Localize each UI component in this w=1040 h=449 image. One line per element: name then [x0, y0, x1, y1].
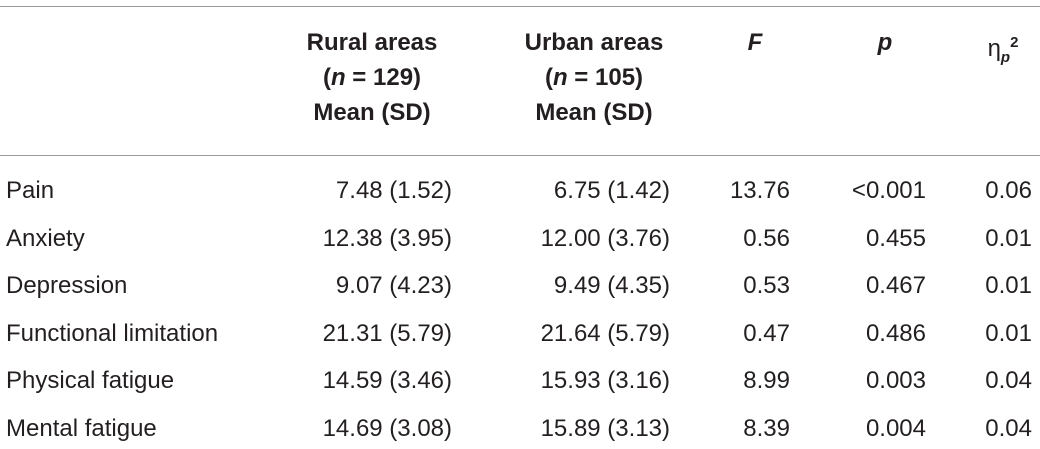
row-label: Mental fatigue [6, 414, 157, 442]
header-eta-base: η [987, 35, 1001, 62]
cell-urban: 15.89 (3.13) [540, 414, 670, 442]
cell-eta: 0.04 [985, 414, 1032, 442]
header-rural-line1: Rural areas [306, 29, 438, 56]
header-rural-n: (n = 129) [262, 60, 482, 95]
top-rule [0, 6, 1040, 7]
cell-eta: 0.04 [985, 367, 1032, 394]
header-eta: ηp2 [968, 25, 1038, 75]
header-eta-label: ηp2 [968, 25, 1038, 75]
cell-urban: 9.49 (4.35) [553, 272, 670, 299]
cell-p: 0.003 [865, 367, 926, 394]
cell-rural: 9.07 (4.23) [335, 272, 452, 299]
cell-urban: 12.00 (3.76) [540, 224, 670, 252]
header-eta-sup: 2 [1010, 34, 1019, 51]
cell-p: <0.001 [851, 177, 926, 204]
header-urban-line3: Mean (SD) [535, 99, 653, 126]
cell-eta: 0.06 [985, 177, 1032, 204]
cell-rural: 14.69 (3.08) [322, 414, 452, 442]
cell-p: 0.467 [865, 272, 926, 299]
cell-p: 0.486 [865, 319, 926, 347]
header-eta-sub: p [1000, 48, 1011, 66]
cell-f: 13.76 [729, 177, 790, 204]
cell-rural: 12.38 (3.95) [322, 224, 452, 252]
header-urban-n-suffix: = 105) [567, 64, 644, 91]
cell-urban: 6.75 (1.42) [553, 177, 670, 204]
cell-eta: 0.01 [985, 272, 1032, 299]
row-label: Depression [6, 272, 128, 299]
header-p-label: p [877, 29, 893, 56]
header-rural-n-var: n [330, 64, 346, 91]
cell-urban: 15.93 (3.16) [540, 367, 670, 394]
header-f-label: F [747, 29, 763, 56]
cell-rural: 7.48 (1.52) [335, 177, 452, 204]
row-label: Functional limitation [6, 319, 219, 347]
header-urban-n-var: n [552, 64, 568, 91]
cell-rural: 14.59 (3.46) [322, 367, 452, 394]
header-urban: Urban areas (n = 105) Mean (SD) [484, 25, 704, 130]
header-rural-n-suffix: = 129) [345, 64, 422, 91]
cell-f: 0.53 [743, 272, 790, 299]
row-label: Pain [6, 177, 55, 204]
header-rural-line3: Mean (SD) [313, 99, 431, 126]
cell-p: 0.004 [865, 414, 926, 442]
row-label: Physical fatigue [6, 367, 175, 394]
cell-f: 0.47 [743, 319, 790, 347]
header-urban-n-prefix: ( [544, 64, 553, 91]
cell-f: 0.56 [743, 224, 790, 252]
header-rule [0, 155, 1040, 156]
header-f: F [725, 25, 785, 60]
header-p: p [855, 25, 915, 60]
cell-eta: 0.01 [985, 319, 1032, 347]
cell-f: 8.99 [743, 367, 790, 394]
header-rural: Rural areas (n = 129) Mean (SD) [262, 25, 482, 130]
cell-rural: 21.31 (5.79) [322, 319, 452, 347]
header-urban-n: (n = 105) [484, 60, 704, 95]
cell-p: 0.455 [865, 224, 926, 252]
row-label: Anxiety [6, 224, 85, 252]
cell-f: 8.39 [743, 414, 790, 442]
cell-urban: 21.64 (5.79) [540, 319, 670, 347]
header-urban-line1: Urban areas [524, 29, 664, 56]
header-rural-n-prefix: ( [322, 64, 331, 91]
cell-eta: 0.01 [985, 224, 1032, 252]
